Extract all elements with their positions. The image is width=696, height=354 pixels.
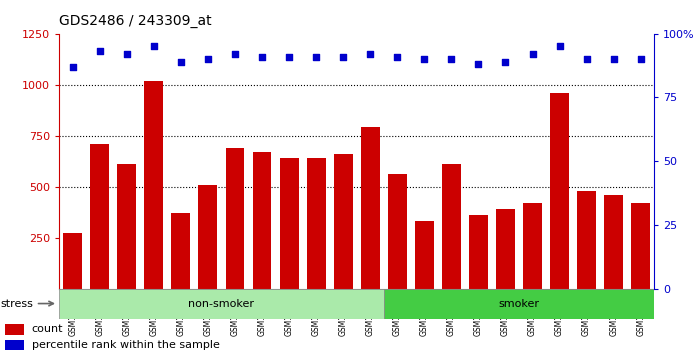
Point bbox=[635, 56, 647, 62]
Bar bbox=[90, 144, 109, 289]
Bar bbox=[577, 191, 596, 289]
Bar bbox=[226, 148, 244, 289]
Point bbox=[365, 51, 376, 57]
Point bbox=[392, 54, 403, 59]
Point bbox=[283, 54, 294, 59]
Bar bbox=[523, 203, 542, 289]
Bar bbox=[415, 221, 434, 289]
Bar bbox=[171, 213, 190, 289]
Point bbox=[527, 51, 538, 57]
Point bbox=[554, 44, 565, 49]
Bar bbox=[144, 80, 164, 289]
Point bbox=[230, 51, 241, 57]
Bar bbox=[604, 195, 623, 289]
Point bbox=[608, 56, 619, 62]
Point bbox=[148, 44, 159, 49]
Point bbox=[256, 54, 267, 59]
Bar bbox=[333, 154, 353, 289]
Bar bbox=[469, 215, 488, 289]
Point bbox=[175, 59, 187, 64]
Point bbox=[446, 56, 457, 62]
Bar bbox=[442, 164, 461, 289]
Text: non-smoker: non-smoker bbox=[189, 298, 255, 309]
Point bbox=[581, 56, 592, 62]
Bar bbox=[307, 158, 326, 289]
Bar bbox=[63, 233, 82, 289]
Bar bbox=[361, 127, 380, 289]
Point bbox=[310, 54, 322, 59]
Point bbox=[94, 48, 105, 54]
Text: percentile rank within the sample: percentile rank within the sample bbox=[32, 340, 219, 350]
Bar bbox=[253, 152, 271, 289]
Bar bbox=[496, 209, 515, 289]
Bar bbox=[280, 158, 299, 289]
Point bbox=[500, 59, 511, 64]
Bar bbox=[198, 184, 217, 289]
Point bbox=[67, 64, 78, 70]
Point bbox=[338, 54, 349, 59]
Text: smoker: smoker bbox=[498, 298, 539, 309]
Bar bbox=[631, 203, 650, 289]
Point bbox=[419, 56, 430, 62]
Bar bbox=[118, 164, 136, 289]
Bar bbox=[5, 340, 24, 350]
Point bbox=[203, 56, 214, 62]
Text: count: count bbox=[32, 324, 63, 334]
Text: stress: stress bbox=[0, 298, 54, 309]
Bar bbox=[5, 324, 24, 335]
Bar bbox=[59, 289, 383, 319]
Bar bbox=[383, 289, 654, 319]
Point bbox=[121, 51, 132, 57]
Bar bbox=[550, 93, 569, 289]
Text: GDS2486 / 243309_at: GDS2486 / 243309_at bbox=[59, 14, 212, 28]
Bar bbox=[388, 174, 406, 289]
Point bbox=[473, 61, 484, 67]
